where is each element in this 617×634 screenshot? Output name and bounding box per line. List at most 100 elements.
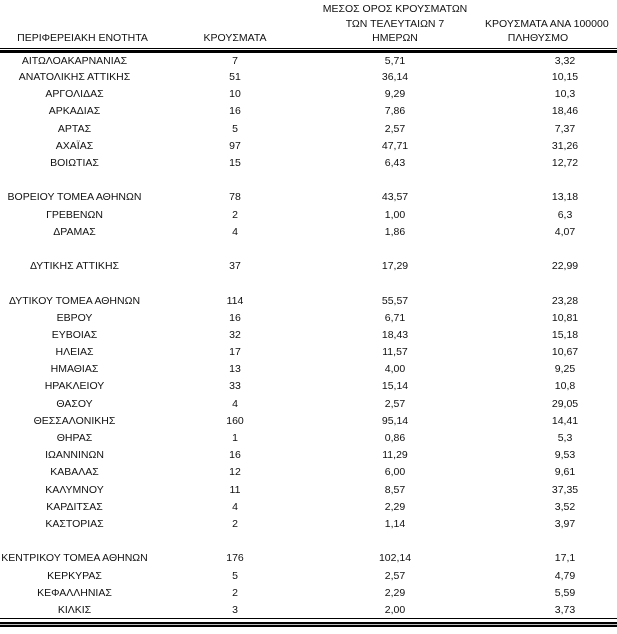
- per-100k-cell: 22,99: [551, 260, 579, 273]
- cases-cell: 33: [229, 380, 241, 393]
- table-row: ΑΙΤΩΛΟΑΚΑΡΝΑΝΙΑΣ 7 5,71 3,32: [0, 51, 617, 68]
- cases-cell: 32: [229, 328, 241, 341]
- col-header-per-100k-line1: ΚΡΟΥΣΜΑΤΑ ΑΝΑ 100000: [485, 17, 609, 30]
- cases-cell: 37: [229, 260, 241, 273]
- avg-7d-cell: 55,57: [381, 294, 409, 307]
- region-cell: ΑΙΤΩΛΟΑΚΑΡΝΑΝΙΑΣ: [21, 54, 128, 67]
- col-header-avg-7d-line3: ΗΜΕΡΩΝ: [372, 32, 418, 45]
- spacer-cell: [485, 275, 617, 292]
- spacer-cell: [165, 533, 305, 550]
- spacer-cell: [305, 275, 485, 292]
- per-100k-cell: 10,3: [554, 88, 576, 101]
- header-thick-rule-bar: [0, 48, 617, 53]
- table-row: ΔΥΤΙΚΟΥ ΤΟΜΕΑ ΑΘΗΝΩΝ 114 55,57 23,28: [0, 292, 617, 309]
- avg-7d-cell: 11,29: [382, 449, 408, 462]
- cases-cell: 12: [229, 466, 241, 479]
- table-row: ΚΕΦΑΛΛΗΝΙΑΣ 2 2,29 5,59: [0, 584, 617, 601]
- per-100k-cell: 10,81: [551, 311, 579, 324]
- table-row: ΔΡΑΜΑΣ 4 1,86 4,07: [0, 223, 617, 240]
- table-row: ΒΟΡΕΙΟΥ ΤΟΜΕΑ ΑΘΗΝΩΝ 78 43,57 13,18: [0, 189, 617, 206]
- header-thick-rule: [0, 48, 617, 53]
- cases-cell: 114: [226, 294, 244, 307]
- region-cell: ΙΩΑΝΝΙΝΩΝ: [45, 449, 104, 462]
- cases-cell: 16: [229, 449, 241, 462]
- cases-cell: 4: [232, 397, 238, 410]
- avg-7d-cell: 7,86: [384, 105, 406, 118]
- col-header-avg-7d-line1: ΜΕΣΟΣ ΟΡΟΣ ΚΡΟΥΣΜΑΤΩΝ: [322, 3, 468, 15]
- table-row: ΒΟΙΩΤΙΑΣ 15 6,43 12,72: [0, 154, 617, 171]
- spacer-cell: [305, 240, 485, 257]
- table-row: ΑΡΓΟΛΙΔΑΣ 10 9,29 10,3: [0, 86, 617, 103]
- spacer-cell: [0, 275, 165, 292]
- cases-cell: 78: [229, 191, 241, 204]
- per-100k-cell: 37,35: [551, 483, 579, 496]
- per-100k-cell: 5,3: [557, 432, 573, 444]
- table-bottom-double-rule: [0, 621, 617, 627]
- cases-cell: 16: [229, 105, 241, 118]
- region-cell: ΕΥΒΟΙΑΣ: [51, 328, 98, 341]
- table-row: ΑΡΚΑΔΙΑΣ 16 7,86 18,46: [0, 103, 617, 120]
- cases-cell: 11: [229, 483, 241, 496]
- cases-cell: 13: [229, 363, 241, 376]
- avg-7d-cell: 15,14: [381, 380, 409, 393]
- region-cell: ΘΑΣΟΥ: [56, 397, 93, 410]
- per-100k-cell: 23,28: [551, 294, 579, 307]
- avg-7d-cell: 1,86: [384, 225, 406, 238]
- region-cell: ΚΑΣΤΟΡΙΑΣ: [45, 517, 104, 530]
- spacer-cell: [0, 240, 165, 257]
- avg-7d-cell: 95,14: [381, 414, 409, 427]
- spacer-cell: [165, 172, 305, 189]
- cases-cell: 2: [232, 208, 238, 221]
- table-row: ΙΩΑΝΝΙΝΩΝ 16 11,29 9,53: [0, 447, 617, 464]
- cases-cell: 10: [229, 88, 241, 101]
- cases-cell: 3: [232, 603, 238, 616]
- region-cell: ΚΑΛΥΜΝΟΥ: [45, 483, 104, 496]
- col-header-region-label: ΠΕΡΙΦΕΡΕΙΑΚΗ ΕΝΟΤΗΤΑ: [17, 32, 148, 45]
- table-row: ΑΧΑΪΑΣ 97 47,71 31,26: [0, 137, 617, 154]
- per-100k-cell: 12,72: [551, 157, 579, 169]
- region-cell: ΑΡΚΑΔΙΑΣ: [48, 105, 101, 118]
- avg-7d-cell: 2,57: [384, 122, 406, 135]
- table-row: ΚΑΛΥΜΝΟΥ 11 8,57 37,35: [0, 481, 617, 498]
- col-header-cases: ΚΡΟΥΣΜΑΤΑ: [165, 2, 305, 49]
- cases-cell: 4: [232, 500, 238, 513]
- table-row: ΕΥΒΟΙΑΣ 32 18,43 15,18: [0, 326, 617, 343]
- region-cell: ΑΡΓΟΛΙΔΑΣ: [45, 88, 104, 101]
- table-row: ΘΗΡΑΣ 1 0,86 5,3: [0, 429, 617, 446]
- avg-7d-cell: 43,57: [381, 191, 409, 204]
- region-cell: ΔΥΤΙΚΟΥ ΤΟΜΕΑ ΑΘΗΝΩΝ: [8, 294, 141, 307]
- spacer-cell: [0, 172, 165, 189]
- avg-7d-cell: 2,57: [384, 569, 406, 582]
- region-cell: ΑΧΑΪΑΣ: [55, 139, 94, 152]
- per-100k-cell: 4,07: [554, 225, 576, 238]
- spacer-cell: [165, 240, 305, 257]
- table-row: ΗΛΕΙΑΣ 17 11,57 10,67: [0, 343, 617, 360]
- per-100k-cell: 13,18: [551, 191, 579, 204]
- per-100k-cell: 10,8: [554, 380, 576, 393]
- col-header-cases-label: ΚΡΟΥΣΜΑΤΑ: [203, 32, 267, 45]
- region-cell: ΚΑΡΔΙΤΣΑΣ: [46, 500, 103, 513]
- region-cell: ΗΜΑΘΙΑΣ: [50, 363, 99, 376]
- cases-cell: 16: [229, 311, 241, 324]
- table-row: ΑΝΑΤΟΛΙΚΗΣ ΑΤΤΙΚΗΣ 51 36,14 10,15: [0, 68, 617, 85]
- cases-cell: 176: [226, 552, 244, 565]
- table-row: ΑΡΤΑΣ 5 2,57 7,37: [0, 120, 617, 137]
- per-100k-cell: 17,1: [554, 552, 576, 565]
- avg-7d-cell: 17,29: [381, 260, 409, 273]
- spacer-row: [0, 172, 617, 189]
- avg-7d-cell: 18,43: [381, 328, 409, 341]
- cases-cell: 17: [229, 346, 241, 359]
- avg-7d-cell: 2,29: [384, 586, 406, 599]
- spacer-cell: [305, 533, 485, 550]
- col-header-per-100k-line2: ΠΛΗΘΥΣΜΟ: [507, 32, 569, 45]
- avg-7d-cell: 8,57: [384, 483, 406, 496]
- region-cell: ΘΗΡΑΣ: [56, 432, 93, 444]
- spacer-row: [0, 533, 617, 550]
- per-100k-cell: 10,67: [551, 346, 579, 359]
- table-row: ΓΡΕΒΕΝΩΝ 2 1,00 6,3: [0, 206, 617, 223]
- table-body: ΑΙΤΩΛΟΑΚΑΡΝΑΝΙΑΣ 7 5,71 3,32 ΑΝΑΤΟΛΙΚΗΣ ΑΤΤΙ…: [0, 51, 617, 618]
- per-100k-cell: 15,18: [551, 328, 579, 341]
- avg-7d-cell: 6,43: [384, 157, 406, 169]
- region-cell: ΑΡΤΑΣ: [57, 122, 92, 135]
- header-row: ΠΕΡΙΦΕΡΕΙΑΚΗ ΕΝΟΤΗΤΑ ΚΡΟΥΣΜΑΤΑ ΜΕΣΟΣ ΟΡΟ…: [0, 2, 617, 49]
